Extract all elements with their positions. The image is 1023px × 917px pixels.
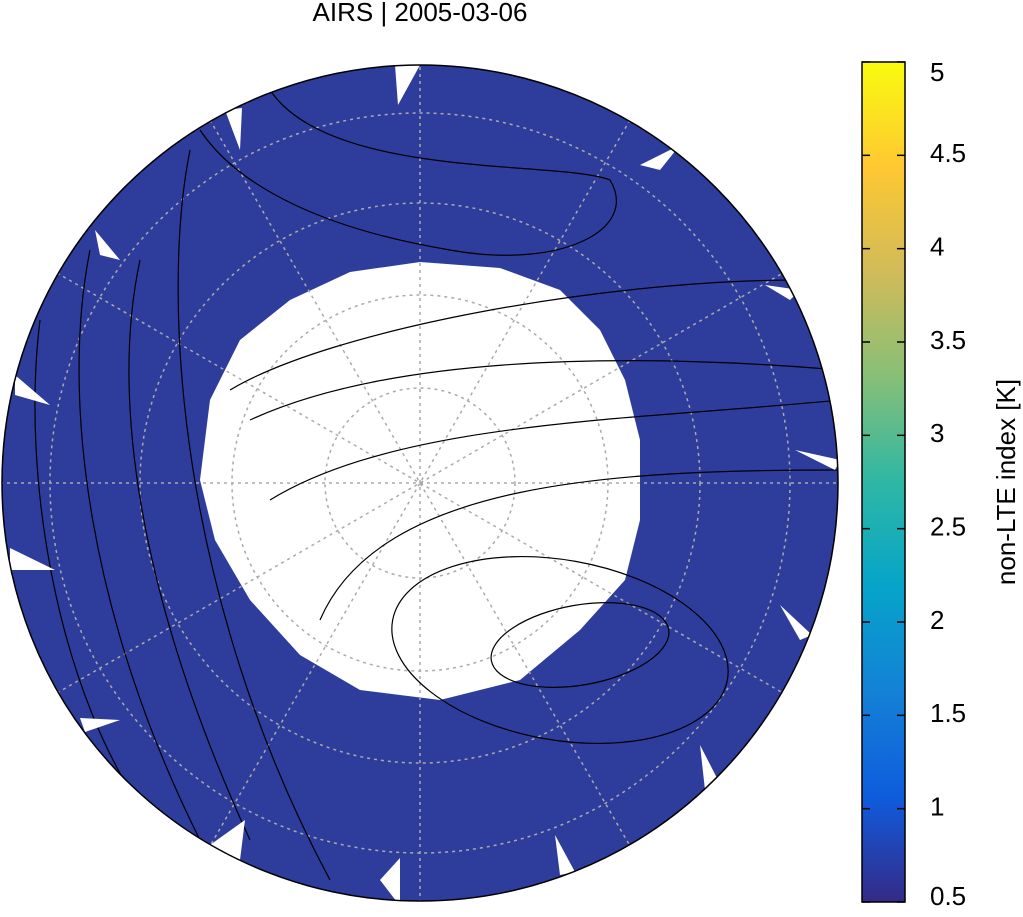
tick-label: 3.5: [930, 325, 966, 355]
tick-label: 2.5: [930, 512, 966, 542]
tick-label: 4: [930, 232, 944, 262]
tick-label: 0.5: [930, 881, 966, 911]
tick-label: 1.5: [930, 698, 966, 728]
graticule: [2, 65, 838, 901]
tick-label: 2: [930, 605, 944, 635]
title: AIRS | 2005-03-06: [313, 0, 528, 27]
map: [2, 65, 838, 901]
colorbar: [861, 61, 906, 903]
tick-label: 3: [930, 418, 944, 448]
map-border: [1, 64, 839, 902]
swath-gaps: [10, 65, 838, 901]
tick-label: 4.5: [930, 138, 966, 168]
tick-label: 1: [930, 792, 944, 822]
contours: [34, 89, 838, 881]
colorbar-label: non-LTE index [K]: [991, 379, 1021, 585]
tick-label: 5: [930, 57, 944, 87]
